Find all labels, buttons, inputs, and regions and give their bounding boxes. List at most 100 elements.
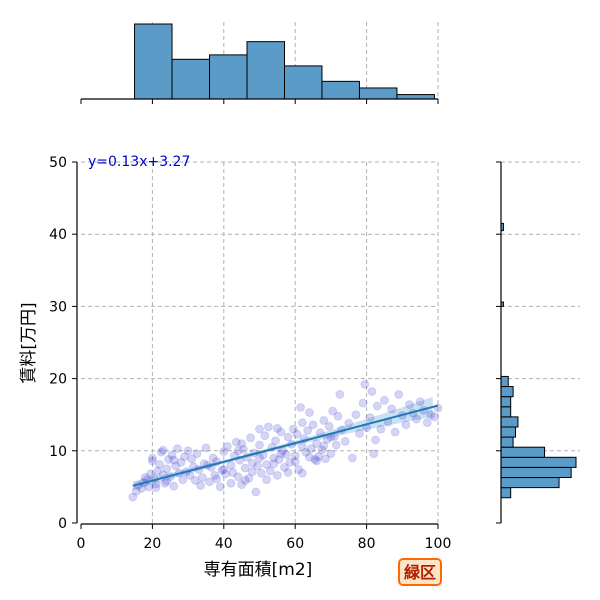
data-point — [172, 444, 182, 454]
data-point — [367, 387, 377, 397]
data-point — [365, 413, 375, 423]
data-point — [183, 446, 193, 456]
data-point — [192, 449, 202, 459]
data-point — [274, 454, 284, 464]
badge-box — [398, 558, 442, 586]
data-point — [240, 463, 250, 473]
data-point — [247, 458, 257, 468]
data-point — [260, 431, 270, 441]
data-point — [290, 457, 300, 467]
area-badge: 緑区 — [398, 558, 442, 586]
data-point — [205, 477, 215, 487]
marginal-x-histogram — [80, 22, 439, 104]
y-tick-label: 40 — [49, 227, 67, 243]
right-hist-bar — [500, 446, 546, 458]
data-point — [335, 389, 345, 399]
data-point — [390, 427, 400, 437]
y-tick-label: 0 — [58, 516, 67, 532]
data-point — [283, 467, 293, 477]
data-point — [256, 468, 266, 478]
data-point — [328, 406, 338, 416]
y-tick-label: 30 — [49, 299, 67, 315]
data-point — [285, 457, 295, 467]
data-point — [226, 478, 236, 488]
data-point — [263, 422, 273, 432]
data-point — [333, 411, 343, 421]
top-hist-bar — [283, 65, 323, 100]
data-point — [210, 470, 220, 480]
x-tick-label: 100 — [425, 536, 452, 552]
y-tick-label: 50 — [49, 155, 67, 171]
data-point — [151, 483, 161, 493]
data-point — [158, 445, 168, 455]
data-point — [226, 460, 236, 470]
data-point — [354, 428, 364, 438]
data-point — [253, 461, 263, 471]
top-hist-bar — [396, 94, 435, 100]
right-hist-bar — [500, 416, 519, 428]
data-point — [156, 447, 166, 457]
data-point — [297, 468, 307, 478]
data-point — [358, 398, 368, 408]
data-point — [169, 455, 179, 465]
data-point — [297, 418, 307, 428]
top-hist-bar — [358, 87, 398, 100]
data-point — [131, 486, 141, 496]
data-point — [294, 465, 304, 475]
right-hist-bar — [500, 375, 509, 388]
data-point — [190, 475, 200, 485]
data-point — [212, 474, 222, 484]
data-point — [240, 475, 250, 485]
data-point — [238, 444, 248, 454]
data-point — [237, 439, 247, 449]
data-point — [272, 423, 282, 433]
data-point — [262, 475, 272, 485]
data-point — [262, 460, 272, 470]
regression-line-group — [132, 404, 439, 487]
data-point — [281, 449, 291, 459]
data-point — [155, 460, 165, 470]
data-point — [412, 414, 422, 424]
marginal-y-histogram — [496, 161, 580, 524]
right-hist-bar — [500, 406, 512, 418]
x-tick-label: 40 — [215, 536, 233, 552]
data-point — [283, 432, 293, 442]
x-axis-title: 専有面積[m2] — [204, 560, 313, 580]
data-point — [379, 395, 389, 405]
data-point — [171, 461, 181, 471]
data-point — [371, 435, 381, 445]
data-point — [401, 420, 411, 430]
data-point — [351, 410, 361, 420]
data-point — [372, 401, 382, 411]
data-point — [376, 424, 386, 434]
data-point — [160, 478, 170, 488]
y-axis-title: 賃料[万円] — [19, 302, 39, 383]
right-hist-bar — [500, 477, 560, 489]
data-point — [344, 418, 354, 428]
data-point — [306, 444, 316, 454]
data-point — [221, 469, 231, 479]
data-point — [167, 450, 177, 460]
data-point — [237, 480, 247, 490]
data-point — [196, 480, 206, 490]
data-point — [422, 418, 432, 428]
data-point — [217, 465, 227, 475]
data-point — [304, 452, 314, 462]
right-hist-bar — [500, 487, 512, 499]
data-point — [276, 427, 286, 437]
data-point — [244, 473, 254, 483]
data-point — [246, 433, 256, 443]
top-hist-bar — [209, 54, 248, 100]
regression-equation: y=0.13x+3.27 — [88, 154, 190, 170]
data-point — [265, 466, 275, 476]
data-point — [347, 453, 357, 463]
data-point — [326, 449, 336, 459]
right-hist-bar — [500, 386, 514, 398]
data-point — [208, 453, 218, 463]
data-point — [308, 420, 318, 430]
data-point — [162, 464, 172, 474]
data-point — [369, 449, 379, 459]
data-point — [269, 453, 279, 463]
badge-label: 緑区 — [404, 563, 436, 582]
data-point — [429, 412, 439, 422]
